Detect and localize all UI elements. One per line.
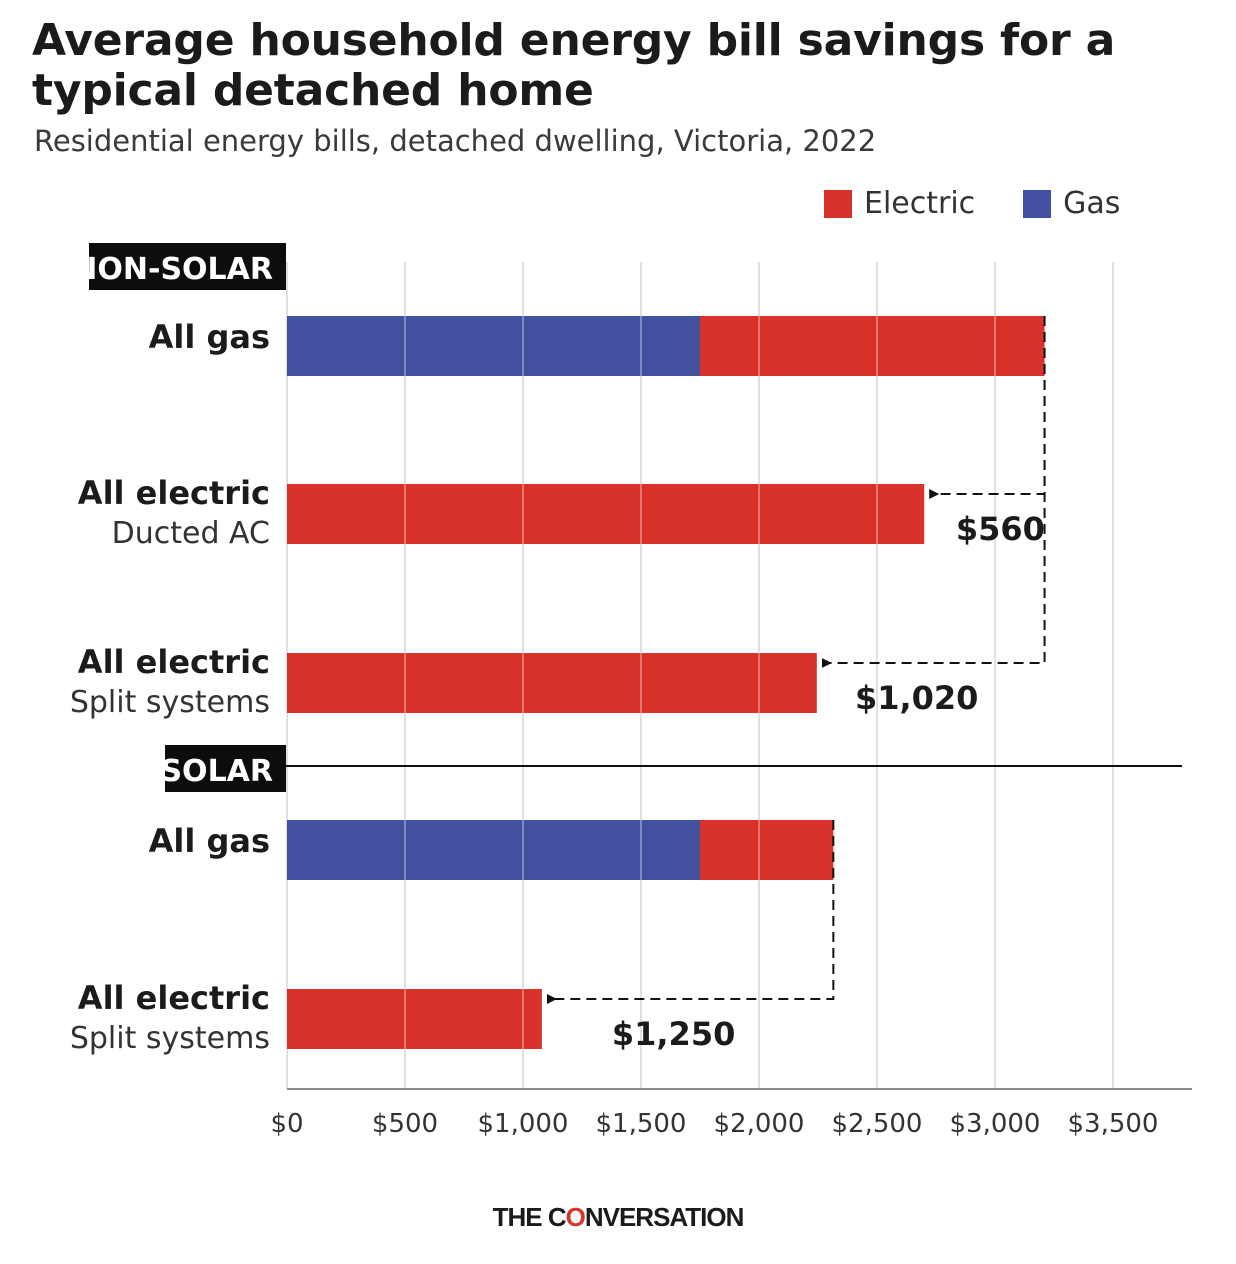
- publisher-logo: THE CONVERSATION: [0, 1202, 1236, 1233]
- x-tick-label-500: $500: [372, 1109, 438, 1139]
- x-tick-label-0: $0: [270, 1109, 303, 1139]
- category-labels: NON-SOLAR SOLAR All gas All electric Ducted …: [70, 243, 1182, 1056]
- bar-label-0-1: All electric: [78, 474, 270, 512]
- bar-sublabel-1-1: Split systems: [70, 1021, 270, 1056]
- bar-sublabel-0-1: Ducted AC: [112, 516, 270, 551]
- savings-label-2: $1,250: [612, 1015, 735, 1053]
- x-tick-label-1500: $1,500: [596, 1109, 687, 1139]
- x-tick-label-2000: $2,000: [714, 1109, 805, 1139]
- group-header-label-0: NON-SOLAR: [72, 252, 273, 287]
- savings-label-1: $1,020: [855, 679, 978, 717]
- bar-sublabel-0-2: Split systems: [70, 685, 270, 720]
- bar-electric-0-0: [700, 316, 1045, 376]
- savings-arrow-2: [546, 820, 835, 1004]
- bar-label-0-2: All electric: [78, 643, 270, 681]
- bars: [287, 316, 1045, 1049]
- logo-text-end: NVERSATION: [584, 1202, 745, 1232]
- logo-text-start: THE C: [492, 1202, 567, 1232]
- bar-label-1-0: All gas: [149, 822, 270, 860]
- legend-swatch-gas: [1023, 189, 1052, 218]
- bar-gas-0-0: [287, 316, 700, 376]
- x-tick-label-3000: $3,000: [950, 1109, 1041, 1139]
- bar-electric-1-1: [287, 989, 542, 1049]
- legend-item-gas: Gas: [1023, 186, 1120, 221]
- bar-chart: $560 $1,020 $1,250 NON-SOLAR SOLAR All gas Al…: [70, 243, 1192, 1139]
- group-header-box-0: [89, 243, 286, 290]
- bar-gas-1-0: [287, 820, 700, 880]
- bar-electric-0-2: [287, 653, 817, 713]
- logo-speech-bubble-o: O: [565, 1202, 586, 1232]
- x-tick-label-2500: $2,500: [832, 1109, 923, 1139]
- bar-label-0-0: All gas: [149, 318, 270, 356]
- group-header-label-1: SOLAR: [160, 754, 273, 789]
- x-tick-label-3500: $3,500: [1068, 1109, 1159, 1139]
- savings-label-0: $560: [956, 510, 1045, 548]
- legend-swatch-electric: [824, 189, 852, 218]
- legend-label-electric: Electric: [864, 186, 976, 221]
- bar-electric-0-1: [287, 484, 925, 544]
- bar-electric-1-0: [700, 820, 834, 880]
- bar-label-1-1: All electric: [78, 979, 270, 1017]
- savings-arrow-1: [821, 316, 1046, 668]
- x-tick-label-1000: $1,000: [478, 1109, 569, 1139]
- legend: Electric Gas: [824, 186, 1120, 221]
- savings-annotations: $560 $1,020 $1,250: [546, 316, 1046, 1053]
- group-header-box-1: [165, 745, 286, 792]
- legend-label-gas: Gas: [1063, 186, 1121, 221]
- chart-title: Average household energy bill savings fo…: [32, 15, 1116, 116]
- x-axis: $0 $500 $1,000 $1,500 $2,000 $2,500 $3,000 $3,5…: [270, 1088, 1192, 1139]
- chart-subtitle: Residential energy bills, detached dwell…: [34, 124, 877, 158]
- legend-item-electric: Electric: [824, 186, 975, 221]
